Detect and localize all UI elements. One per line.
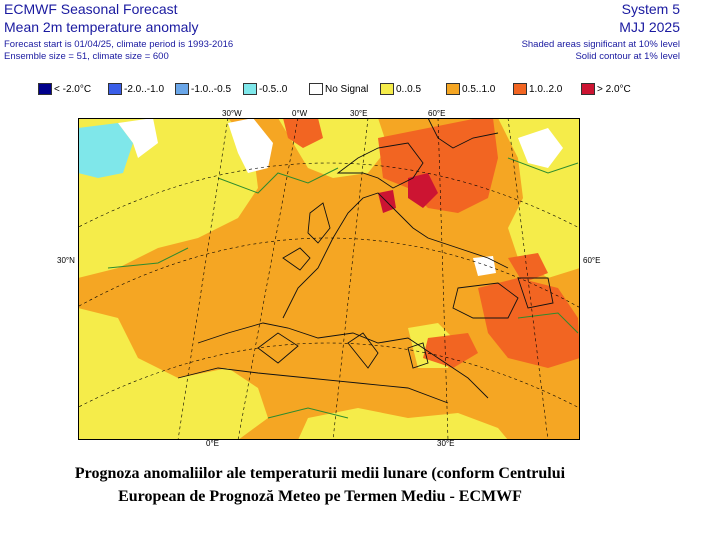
legend-label: 0.5..1.0 xyxy=(462,83,496,95)
anomaly-white-arctic-east xyxy=(518,128,563,168)
anomaly-cyan-greenland xyxy=(78,123,133,178)
legend-label: No Signal xyxy=(325,83,369,95)
map-frame xyxy=(78,118,580,440)
coastlines xyxy=(177,118,554,404)
legend-label: > 2.0°C xyxy=(597,83,631,95)
lon-label-60e: 60°E xyxy=(428,109,445,118)
legend-swatch xyxy=(581,83,595,95)
legend-item: -1.0..-0.5 xyxy=(175,82,231,96)
anomaly-deep-red-scandinavia xyxy=(408,173,438,208)
anomaly-red-scandinavia xyxy=(378,118,498,213)
legend-swatch xyxy=(380,83,394,95)
legend-item: > 2.0°C xyxy=(581,82,631,96)
anomaly-yellow-southwest xyxy=(78,308,268,440)
legend-item: 0..0.5 xyxy=(380,82,421,96)
legend-swatch xyxy=(513,83,527,95)
caption-line-1: Prognoza anomaliilor ale temperaturii me… xyxy=(74,465,566,482)
legend-item: -2.0..-1.0 xyxy=(108,82,164,96)
significance-contours xyxy=(107,157,579,419)
anomaly-yellow-south xyxy=(298,408,508,440)
legend-item: 0.5..1.0 xyxy=(446,82,495,96)
legend-label: 0..0.5 xyxy=(396,83,422,95)
lat-label-right: 60°E xyxy=(583,256,600,265)
legend-label: -1.0..-0.5 xyxy=(191,83,232,95)
anomaly-red-near-east xyxy=(508,253,548,283)
legend-swatch xyxy=(108,83,122,95)
legend-swatch xyxy=(243,83,257,95)
lon-label-30w: 30°W xyxy=(222,109,242,118)
legend-item: 1.0..2.0 xyxy=(513,82,562,96)
lon-label-bottom-30e: 30°E xyxy=(437,439,454,448)
ensemble-info: Ensemble size = 51, climate size = 600 xyxy=(4,51,169,62)
contour-note: Solid contour at 1% level xyxy=(575,51,680,62)
shading-note: Shaded areas significant at 10% level xyxy=(521,39,680,50)
legend-item: < -2.0°C xyxy=(38,82,91,96)
legend-label: < -2.0°C xyxy=(54,83,92,95)
forecast-subtitle: Mean 2m temperature anomaly xyxy=(4,19,199,35)
lon-label-0w: 0°W xyxy=(292,109,308,118)
map-labels: 30°W 0°W 30°E 60°E 30°N 60°E 0°E 30°E xyxy=(57,109,600,448)
legend-swatch xyxy=(309,83,323,95)
legend-swatch xyxy=(38,83,52,95)
graticule xyxy=(78,118,580,440)
lon-label-30e: 30°E xyxy=(350,109,367,118)
anomaly-white-greenland xyxy=(118,118,158,158)
period-label: MJJ 2025 xyxy=(619,19,680,35)
anomaly-red-iran xyxy=(423,333,478,368)
legend-item: -0.5..0 xyxy=(243,82,287,96)
forecast-title: ECMWF Seasonal Forecast xyxy=(4,1,178,17)
legend-swatch xyxy=(175,83,189,95)
forecast-start-info: Forecast start is 01/04/25, climate peri… xyxy=(4,39,234,50)
anomaly-white-siberia xyxy=(473,256,496,276)
legend-item: No Signal xyxy=(309,82,368,96)
lon-label-bottom-0e: 0°E xyxy=(206,439,219,448)
anomaly-red-north-atlantic xyxy=(283,118,323,148)
system-label: System 5 xyxy=(621,1,680,17)
caption-line-2: European de Prognoză Meteo pe Termen Med… xyxy=(118,488,522,505)
lat-label-left: 30°N xyxy=(57,256,75,265)
anomaly-white-iceland xyxy=(228,118,273,173)
temperature-anomaly-map xyxy=(78,118,580,440)
anomaly-red-caspian xyxy=(478,278,580,368)
legend-label: -2.0..-1.0 xyxy=(124,83,165,95)
legend-swatch xyxy=(446,83,460,95)
anomaly-yellow-east xyxy=(498,118,580,278)
legend-label: 1.0..2.0 xyxy=(529,83,563,95)
legend-label: -0.5..0 xyxy=(259,83,288,95)
